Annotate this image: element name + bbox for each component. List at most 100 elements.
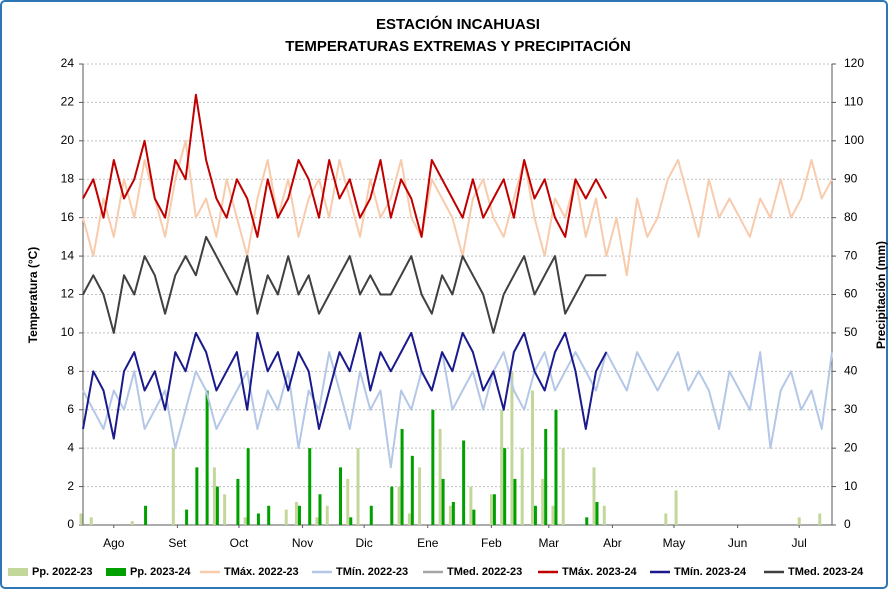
bar (339, 467, 343, 525)
bar (243, 517, 247, 525)
y-axis-title: Temperatura (°C) (26, 247, 40, 344)
y2-tick-label: 80 (844, 210, 858, 224)
bar (144, 505, 148, 525)
legend-swatch (106, 568, 126, 576)
bar (541, 478, 545, 525)
y2-axis-title: Precipitación (mm) (874, 241, 888, 349)
y2-tick-label: 100 (844, 133, 864, 147)
chart-title: ESTACIÓN INCAHUASI (376, 15, 540, 33)
bar (195, 467, 199, 525)
bar (448, 505, 452, 525)
bar (130, 521, 134, 525)
bar (267, 505, 271, 525)
bar (397, 486, 401, 525)
legend-swatch (8, 568, 28, 576)
bar (554, 409, 558, 525)
bar (315, 517, 319, 525)
x-tick-label: May (663, 536, 686, 550)
legend-label: TMín. 2023-24 (674, 566, 747, 578)
y-tick-label: 24 (61, 56, 75, 70)
y-tick-label: 4 (67, 440, 74, 454)
bar (489, 494, 493, 525)
bar (551, 505, 555, 525)
bar (431, 409, 435, 525)
bar (400, 428, 404, 525)
legend-label: Pp. 2022-23 (32, 566, 93, 578)
y-tick-label: 6 (67, 402, 74, 416)
y-tick-label: 12 (61, 287, 75, 301)
y-tick-label: 10 (61, 325, 75, 339)
x-tick-label: Feb (481, 536, 502, 550)
x-tick-label: Nov (292, 536, 313, 550)
y2-tick-label: 110 (844, 95, 863, 109)
bar (297, 505, 301, 525)
bar (818, 513, 822, 525)
bar (390, 486, 394, 525)
bar (171, 448, 175, 525)
bar (674, 490, 678, 525)
y2-tick-label: 60 (844, 287, 858, 301)
y2-tick-label: 30 (844, 402, 858, 416)
bar (472, 509, 476, 525)
chart-subtitle: TEMPERATURAS EXTREMAS Y PRECIPITACIÓN (285, 37, 631, 55)
y-tick-label: 14 (61, 248, 75, 262)
line (82, 139, 833, 277)
y2-tick-label: 70 (844, 248, 858, 262)
bar (469, 486, 473, 525)
bar (294, 501, 298, 525)
bar (592, 467, 596, 525)
y-tick-label: 20 (61, 133, 75, 147)
bar (797, 517, 801, 525)
bar (500, 409, 504, 525)
bar (462, 440, 466, 525)
legend-label: TMáx. 2023-24 (562, 566, 637, 578)
y2-tick-label: 50 (844, 325, 858, 339)
bar (205, 390, 209, 525)
x-tick-label: Jul (791, 536, 806, 550)
bar (451, 501, 455, 525)
x-tick-label: Ene (417, 536, 439, 550)
bar (185, 509, 189, 525)
y-tick-label: 8 (67, 364, 74, 378)
legend-label: TMed. 2023-24 (788, 566, 864, 578)
legend-label: TMín. 2022-23 (336, 566, 408, 578)
x-tick-label: Ago (103, 536, 125, 550)
bar (585, 517, 589, 525)
bar (513, 478, 517, 525)
x-tick-label: Mar (538, 536, 559, 550)
bar (441, 478, 445, 525)
bar (346, 478, 350, 525)
bar (492, 494, 496, 525)
y2-tick-label: 0 (844, 517, 851, 531)
line (82, 93, 608, 238)
x-tick-label: Dic (355, 536, 372, 550)
x-tick-label: Set (168, 536, 187, 550)
bar (212, 467, 216, 525)
line (82, 351, 833, 469)
y2-tick-label: 20 (844, 440, 858, 454)
bar (284, 509, 288, 525)
bar (246, 448, 250, 525)
bar (410, 455, 414, 525)
bar (256, 513, 260, 525)
bar (318, 494, 322, 525)
bar (602, 505, 606, 525)
bar (308, 448, 312, 525)
x-tick-label: Oct (230, 536, 249, 550)
y-tick-label: 22 (61, 95, 75, 109)
y2-tick-label: 40 (844, 364, 858, 378)
legend-label: TMed. 2022-23 (447, 566, 522, 578)
bar (356, 448, 360, 525)
bar (89, 517, 93, 525)
bar (510, 371, 514, 525)
bar (215, 486, 219, 525)
bar (349, 517, 353, 525)
bar (438, 428, 442, 525)
y2-tick-label: 10 (844, 479, 858, 493)
legend-label: Pp. 2023-24 (130, 566, 191, 578)
bar (236, 478, 240, 525)
bar (595, 501, 599, 525)
bar (561, 448, 565, 525)
y2-tick-label: 120 (844, 56, 864, 70)
